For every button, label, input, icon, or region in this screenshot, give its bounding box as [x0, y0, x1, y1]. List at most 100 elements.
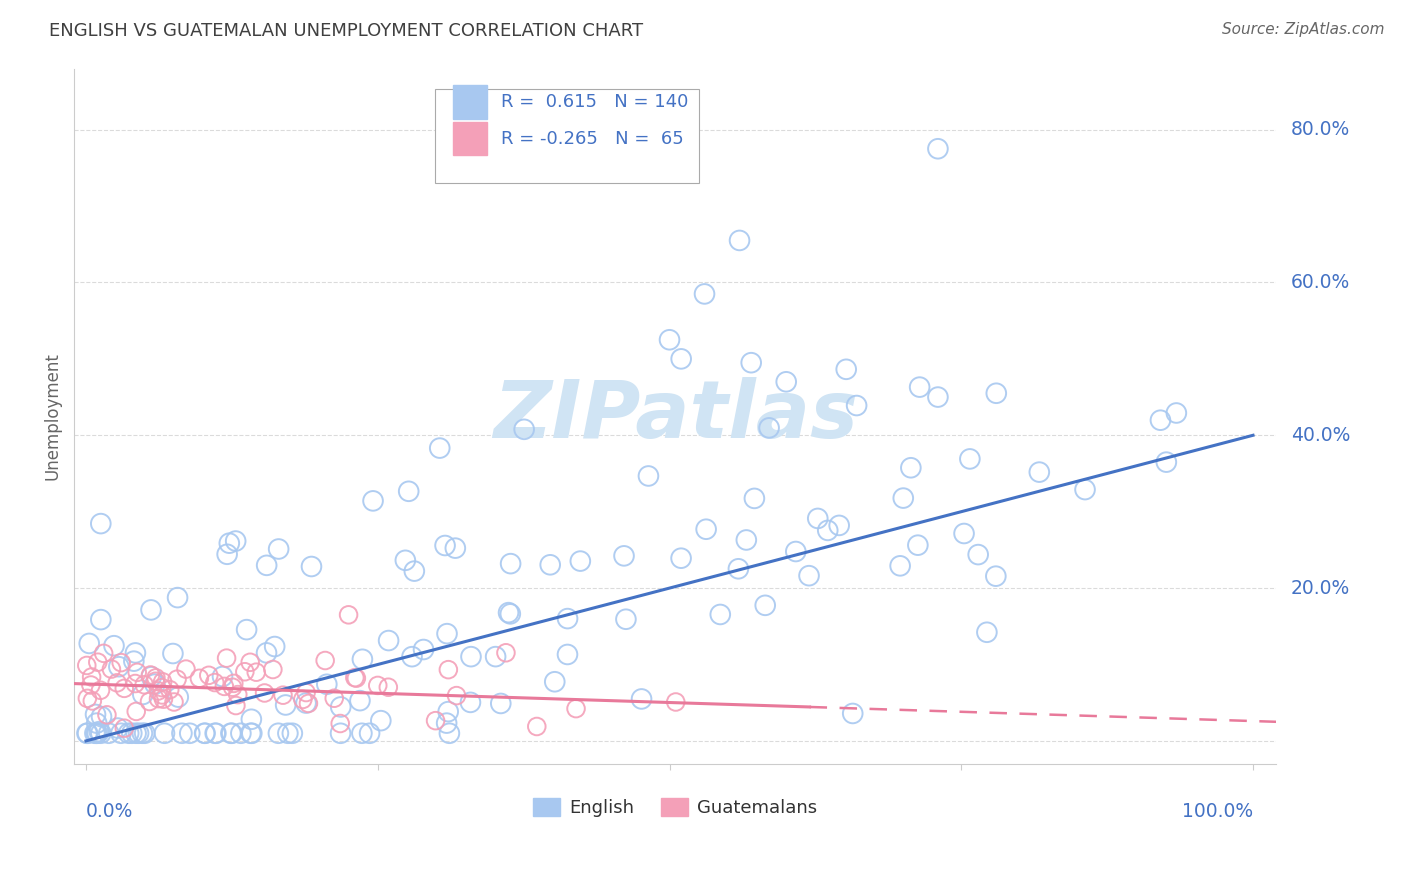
- Point: [84, 707, 107, 722]
- Point: [1166, 406, 1188, 420]
- Point: [93, 646, 115, 660]
- Point: [90, 613, 112, 627]
- Point: [828, 518, 851, 533]
- Point: [460, 649, 482, 664]
- Point: [775, 375, 797, 389]
- Point: [194, 726, 217, 740]
- Point: [122, 654, 145, 668]
- Point: [984, 569, 1007, 583]
- Point: [245, 665, 267, 680]
- Point: [145, 674, 167, 689]
- Point: [295, 685, 318, 699]
- Point: [460, 695, 482, 709]
- Point: [267, 726, 290, 740]
- Point: [96, 707, 118, 722]
- Point: [163, 695, 186, 709]
- Point: [329, 700, 352, 714]
- Point: [959, 451, 981, 466]
- Point: [239, 655, 262, 669]
- Point: [110, 656, 132, 670]
- Point: [908, 380, 931, 394]
- Point: [429, 441, 451, 455]
- Point: [90, 709, 112, 723]
- Point: [235, 623, 257, 637]
- Point: [425, 714, 447, 728]
- Point: [138, 694, 160, 708]
- Point: [538, 558, 561, 572]
- Point: [498, 606, 520, 620]
- Point: [1028, 465, 1050, 479]
- Y-axis label: Unemployment: Unemployment: [44, 352, 60, 480]
- Point: [125, 726, 148, 740]
- Point: [233, 665, 256, 679]
- Point: [436, 716, 458, 731]
- Point: [526, 719, 548, 733]
- Point: [127, 665, 149, 680]
- Point: [499, 607, 522, 621]
- Point: [344, 671, 367, 685]
- Point: [727, 562, 749, 576]
- Point: [377, 680, 399, 694]
- Point: [271, 688, 294, 702]
- Point: [329, 726, 352, 740]
- Point: [150, 688, 173, 702]
- Point: [349, 693, 371, 707]
- Point: [446, 689, 468, 703]
- Text: 60.0%: 60.0%: [1291, 273, 1350, 292]
- Point: [90, 516, 112, 531]
- Point: [107, 721, 129, 735]
- Point: [728, 234, 751, 248]
- Point: [262, 663, 284, 677]
- FancyBboxPatch shape: [434, 89, 699, 183]
- Point: [170, 726, 193, 740]
- Point: [434, 539, 457, 553]
- Point: [194, 726, 217, 740]
- Point: [359, 726, 381, 740]
- Point: [669, 551, 692, 566]
- Point: [301, 559, 323, 574]
- Point: [100, 662, 122, 676]
- Point: [240, 712, 263, 726]
- Point: [295, 696, 318, 710]
- Text: ENGLISH VS GUATEMALAN UNEMPLOYMENT CORRELATION CHART: ENGLISH VS GUATEMALAN UNEMPLOYMENT CORRE…: [49, 22, 644, 40]
- Point: [953, 526, 976, 541]
- Point: [437, 663, 460, 677]
- Point: [204, 726, 226, 740]
- Point: [967, 548, 990, 562]
- Point: [225, 534, 247, 549]
- Bar: [453, 86, 486, 119]
- Point: [614, 612, 637, 626]
- Text: 40.0%: 40.0%: [1291, 425, 1350, 445]
- Point: [205, 726, 228, 740]
- Text: Source: ZipAtlas.com: Source: ZipAtlas.com: [1222, 22, 1385, 37]
- Text: 0.0%: 0.0%: [86, 802, 134, 821]
- Point: [153, 726, 176, 740]
- Point: [891, 491, 914, 505]
- Point: [166, 591, 188, 605]
- Point: [162, 647, 184, 661]
- Point: [105, 676, 128, 690]
- Point: [139, 603, 162, 617]
- Text: R = -0.265   N =  65: R = -0.265 N = 65: [501, 129, 683, 148]
- Point: [167, 690, 190, 705]
- Point: [841, 706, 863, 721]
- Point: [148, 691, 170, 706]
- Point: [740, 356, 762, 370]
- Point: [83, 726, 105, 740]
- Point: [291, 692, 314, 706]
- Point: [134, 678, 156, 692]
- Point: [76, 726, 98, 740]
- Point: [499, 557, 522, 571]
- Point: [889, 558, 911, 573]
- Point: [735, 533, 758, 547]
- Point: [807, 511, 830, 525]
- Point: [513, 422, 536, 436]
- Point: [693, 287, 716, 301]
- Point: [927, 142, 949, 156]
- Point: [758, 421, 780, 435]
- Text: ZIPatlas: ZIPatlas: [494, 377, 858, 455]
- Point: [436, 626, 458, 640]
- Point: [754, 599, 776, 613]
- Point: [204, 675, 226, 690]
- Bar: [453, 122, 486, 155]
